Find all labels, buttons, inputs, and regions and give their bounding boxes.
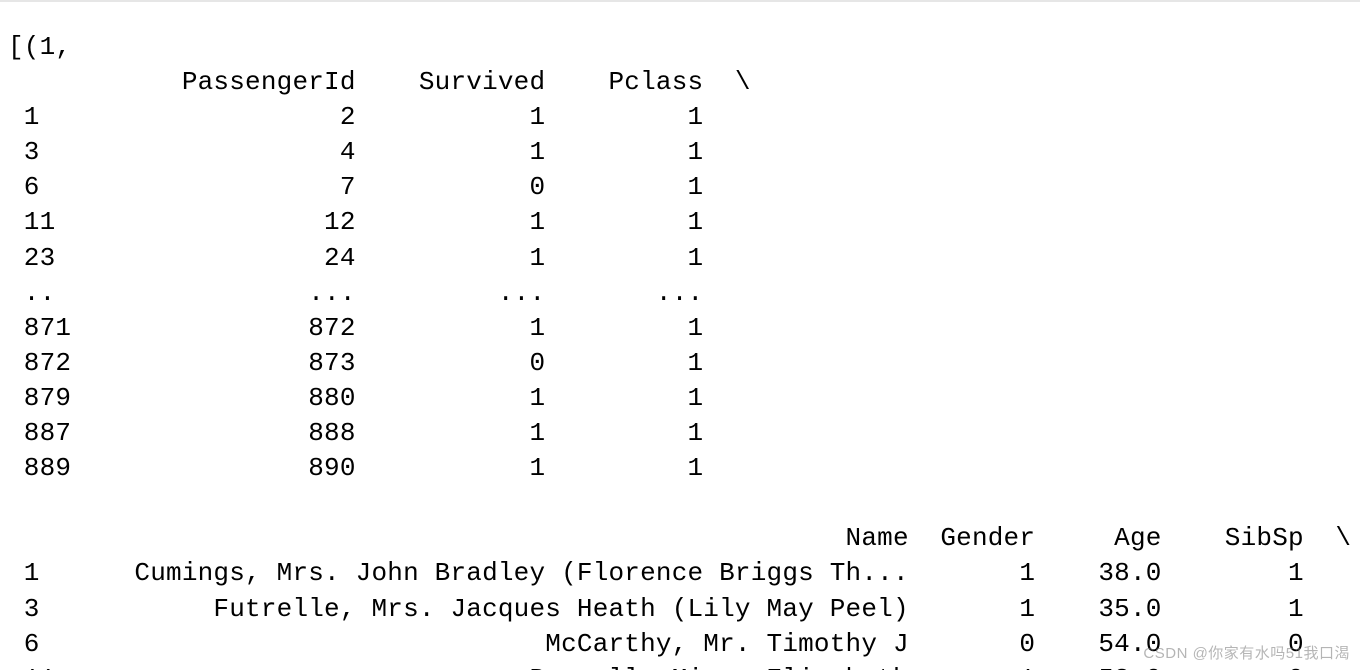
table2-row: 11 Bonnell, Miss. Elizabeth 1 58.0 0 <box>8 664 1304 670</box>
table1-row: 887 888 1 1 <box>8 418 703 448</box>
table1-row: 6 7 0 1 <box>8 172 703 202</box>
output-prefix: [(1, <box>8 32 71 62</box>
table1-row: 879 880 1 1 <box>8 383 703 413</box>
table1-row: 872 873 0 1 <box>8 348 703 378</box>
table2-row: 1 Cumings, Mrs. John Bradley (Florence B… <box>8 558 1304 588</box>
table2-header-row: Name Gender Age SibSp \ <box>8 523 1351 553</box>
table1-row: 3 4 1 1 <box>8 137 703 167</box>
table2-row: 3 Futrelle, Mrs. Jacques Heath (Lily May… <box>8 594 1304 624</box>
console-output: [(1, PassengerId Survived Pclass \ 1 2 1… <box>0 26 1360 670</box>
table2-row: 6 McCarthy, Mr. Timothy J 0 54.0 0 <box>8 629 1304 659</box>
table1-row: 871 872 1 1 <box>8 313 703 343</box>
table1-row: 889 890 1 1 <box>8 453 703 483</box>
table1-row: 23 24 1 1 <box>8 243 703 273</box>
top-divider <box>0 0 1360 2</box>
table1-ellipsis: .. ... ... ... <box>8 278 703 308</box>
table1-header-row: PassengerId Survived Pclass \ <box>8 67 751 97</box>
table1-row: 11 12 1 1 <box>8 207 703 237</box>
table1-row: 1 2 1 1 <box>8 102 703 132</box>
